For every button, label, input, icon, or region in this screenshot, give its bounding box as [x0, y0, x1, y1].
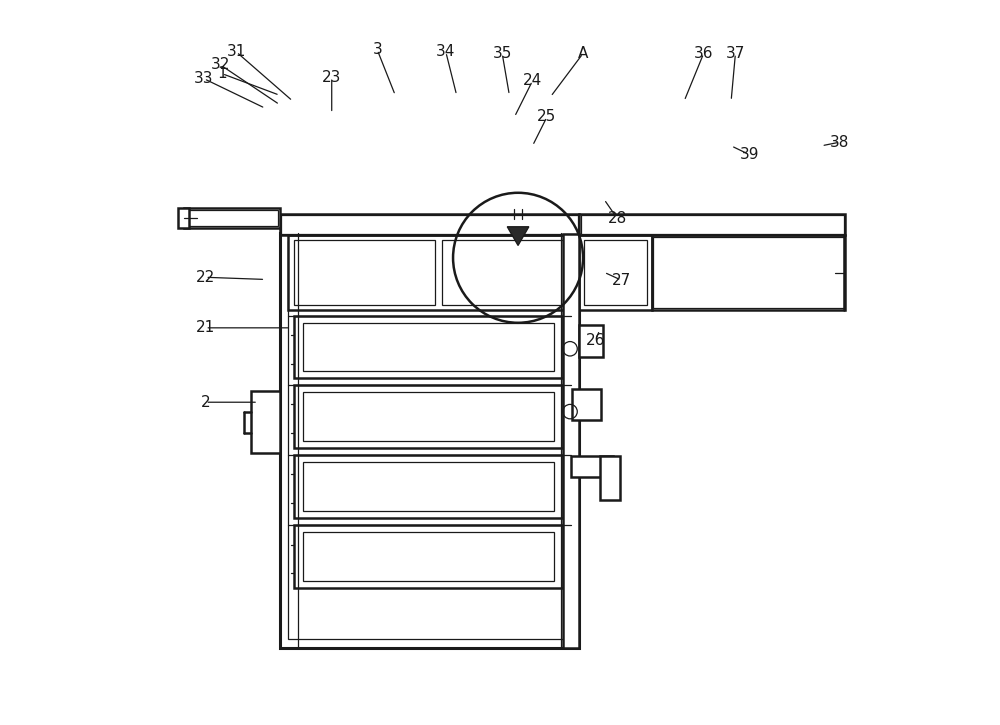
Text: 35: 35: [492, 46, 512, 61]
Bar: [442, 241, 565, 305]
Bar: [178, 208, 189, 228]
Text: 32: 32: [211, 57, 230, 72]
Text: 26: 26: [586, 334, 605, 348]
Bar: [281, 215, 578, 234]
Text: 2: 2: [201, 394, 210, 410]
Text: 36: 36: [694, 46, 713, 61]
Text: 37: 37: [726, 46, 745, 61]
Bar: [294, 525, 563, 588]
Text: 23: 23: [322, 70, 341, 85]
Bar: [600, 457, 620, 500]
Bar: [579, 325, 603, 357]
Bar: [294, 241, 435, 305]
Text: A: A: [578, 46, 588, 61]
Text: 21: 21: [196, 320, 215, 336]
Text: 33: 33: [194, 71, 214, 86]
Bar: [652, 236, 845, 310]
Text: 1: 1: [217, 66, 227, 81]
Bar: [288, 236, 571, 310]
Bar: [579, 236, 652, 310]
Bar: [186, 210, 278, 226]
Bar: [184, 208, 280, 228]
Text: 25: 25: [537, 109, 557, 125]
Text: 39: 39: [739, 147, 759, 162]
Bar: [303, 532, 554, 581]
Bar: [303, 323, 554, 371]
Bar: [288, 241, 571, 639]
Text: 27: 27: [612, 273, 631, 288]
Bar: [280, 233, 579, 647]
Bar: [572, 389, 601, 420]
Bar: [280, 214, 579, 236]
Bar: [571, 457, 613, 476]
Text: 3: 3: [372, 42, 382, 57]
Bar: [303, 392, 554, 441]
Text: 22: 22: [196, 270, 215, 285]
Bar: [563, 234, 579, 647]
Text: 24: 24: [523, 73, 542, 88]
Bar: [579, 214, 845, 236]
Text: 31: 31: [227, 44, 246, 59]
Bar: [294, 385, 563, 448]
Text: 28: 28: [607, 210, 627, 225]
Bar: [581, 215, 844, 234]
Bar: [251, 392, 280, 453]
Polygon shape: [507, 227, 529, 246]
Bar: [303, 462, 554, 510]
Bar: [653, 237, 844, 308]
Bar: [584, 241, 647, 305]
Text: 38: 38: [830, 135, 849, 150]
Text: 34: 34: [436, 44, 456, 59]
Bar: [294, 455, 563, 518]
Bar: [294, 315, 563, 378]
